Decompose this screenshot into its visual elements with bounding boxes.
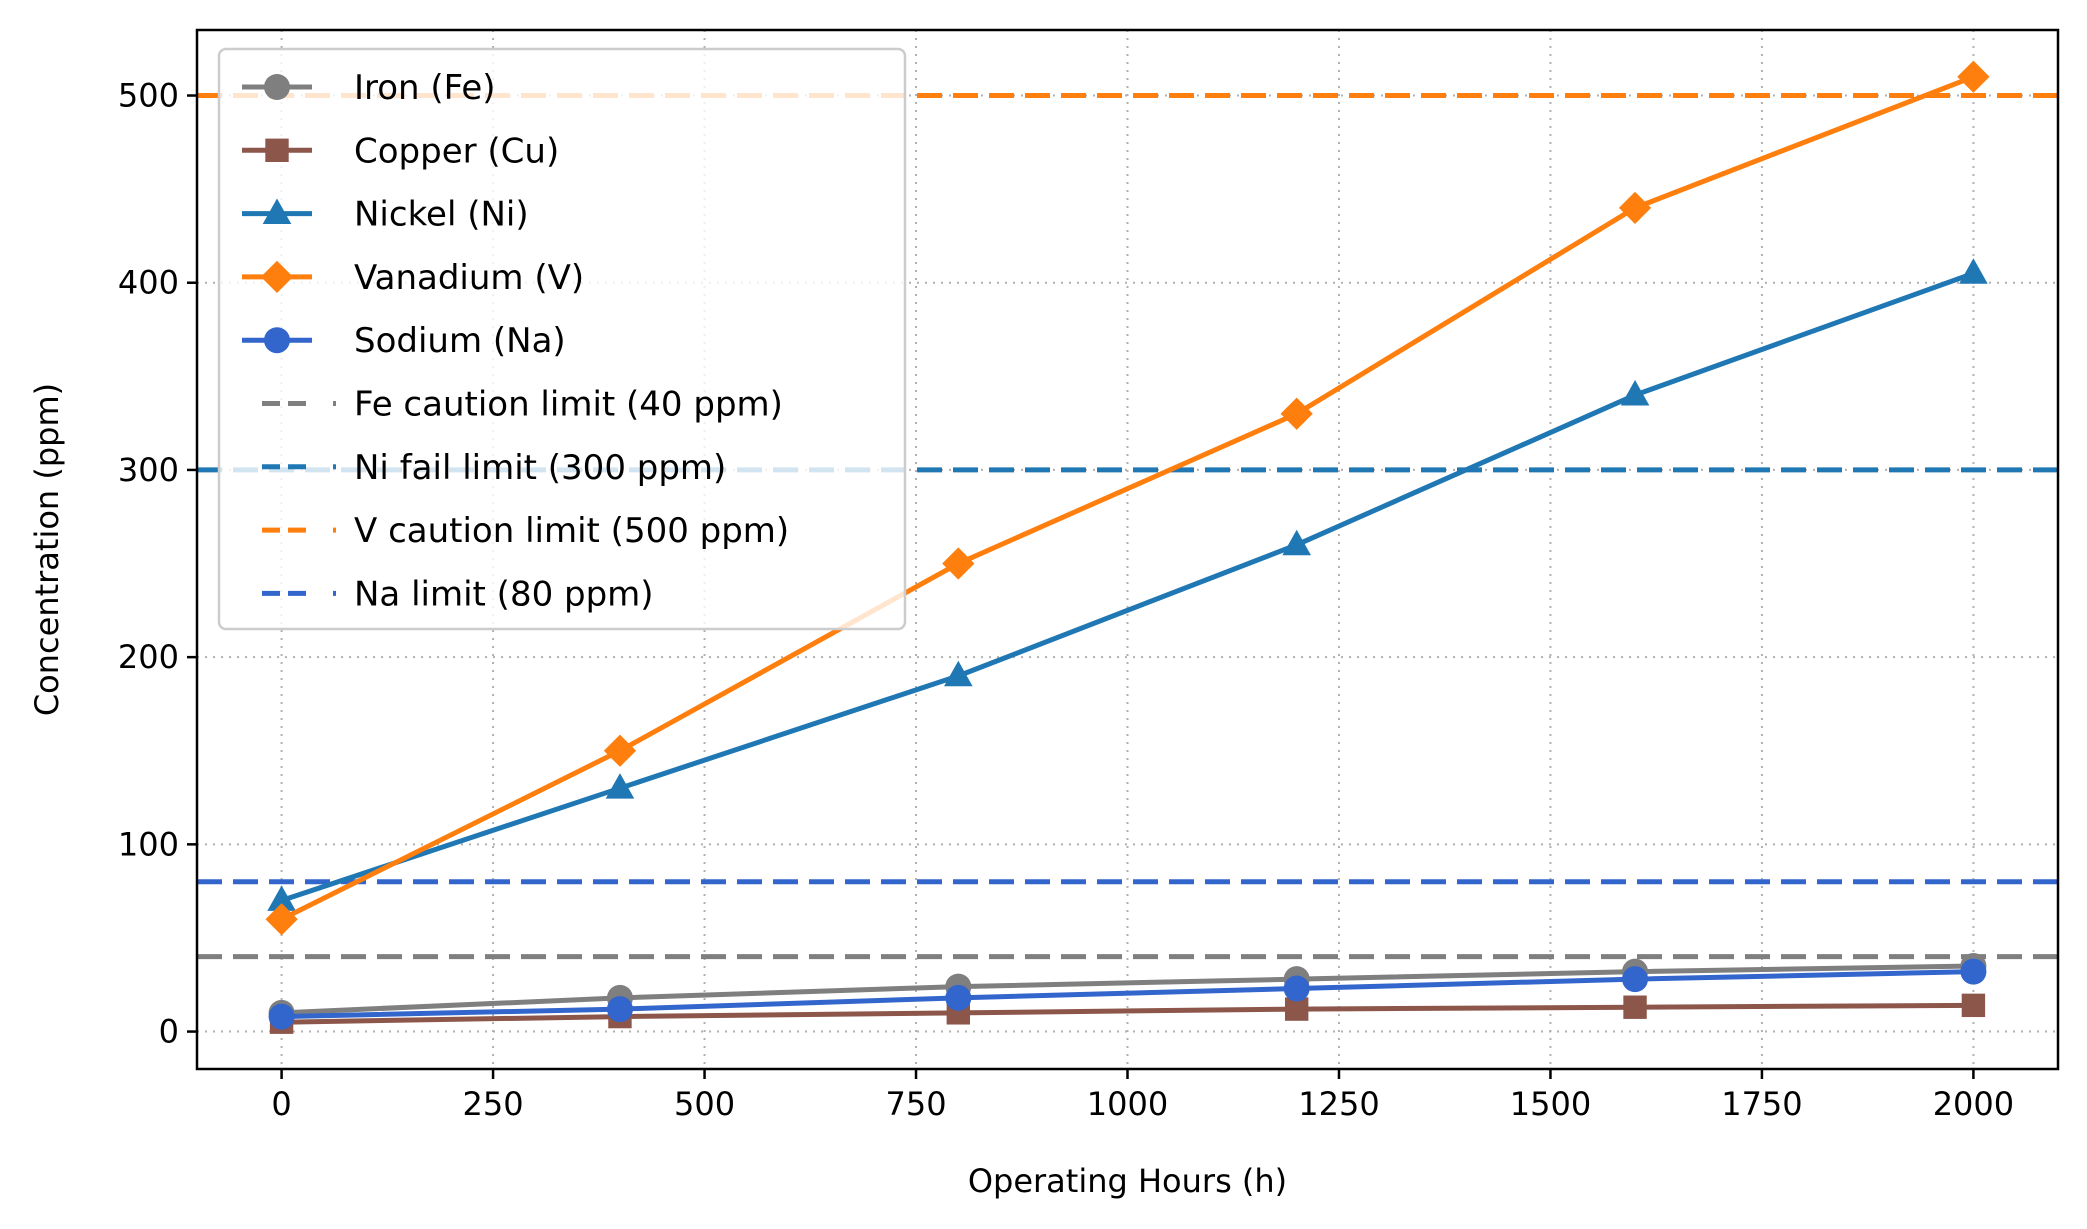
legend-label: Sodium (Na) <box>354 321 566 361</box>
legend-label: V caution limit (500 ppm) <box>354 511 789 551</box>
x-tick-label: 2000 <box>1933 1085 2014 1123</box>
legend-item: V caution limit (500 ppm) <box>262 511 789 551</box>
data-point <box>603 734 637 767</box>
series-sodium-na <box>268 958 1987 1030</box>
series-line <box>280 74 1975 922</box>
x-axis-label: Operating Hours (h) <box>968 1162 1287 1200</box>
series-line <box>281 1002 1974 1025</box>
data-point <box>264 327 290 354</box>
series-group <box>265 60 1990 1034</box>
y-tick-label: 400 <box>118 264 179 302</box>
data-point <box>1280 397 1313 430</box>
data-point <box>1957 60 1990 93</box>
data-point <box>945 984 972 1011</box>
y-axis: 0 100 200 300 400 500 <box>118 77 197 1051</box>
legend-label: Copper (Cu) <box>354 131 559 171</box>
y-tick-label: 100 <box>118 825 179 863</box>
data-point <box>260 260 294 294</box>
data-point <box>1960 958 1987 985</box>
y-axis-label: Concentration (ppm) <box>28 383 66 716</box>
legend-label: Vanadium (V) <box>354 258 584 298</box>
data-point <box>1620 379 1650 406</box>
legend-label: Ni fail limit (300 ppm) <box>354 448 726 488</box>
y-tick-label: 200 <box>118 638 179 676</box>
data-point <box>268 1003 295 1030</box>
legend-label: Na limit (80 ppm) <box>354 574 654 614</box>
x-tick-label: 750 <box>885 1085 946 1123</box>
data-point <box>262 198 292 224</box>
data-point <box>1618 191 1652 224</box>
x-tick-label: 1500 <box>1510 1085 1591 1123</box>
data-point <box>1622 966 1649 993</box>
legend-item: Copper (Cu) <box>242 131 559 171</box>
data-point <box>606 996 633 1023</box>
legend-item: Fe caution limit (40 ppm) <box>262 385 783 425</box>
data-point <box>267 885 296 911</box>
series-line <box>281 969 1974 1020</box>
x-tick-label: 1250 <box>1298 1085 1379 1123</box>
series-vanadium-v <box>265 60 1990 936</box>
legend-label: Fe caution limit (40 ppm) <box>354 385 783 425</box>
data-point <box>265 138 289 162</box>
data-point <box>1284 997 1309 1021</box>
legend-box <box>217 47 907 631</box>
y-tick-label: 0 <box>159 1013 179 1051</box>
data-point <box>1623 995 1647 1019</box>
legend-label: Nickel (Ni) <box>354 195 529 235</box>
legend-item: Nickel (Ni) <box>242 195 529 235</box>
legend-item: Na limit (80 ppm) <box>262 574 654 614</box>
legend: Iron (Fe) Copper (Cu) Nickel (Ni) Vanadium … <box>217 47 907 631</box>
x-axis: 0 250 500 750 1000 1250 1500 1750 2000 <box>271 1069 2014 1123</box>
series-nickel-ni <box>267 258 1988 911</box>
data-point <box>1282 529 1311 556</box>
x-tick-label: 1000 <box>1087 1085 1168 1123</box>
legend-item: Iron (Fe) <box>242 68 496 108</box>
data-point <box>1961 993 1986 1018</box>
data-point <box>605 773 635 799</box>
data-point <box>942 547 975 580</box>
data-point <box>264 74 290 100</box>
legend-label: Iron (Fe) <box>354 68 496 108</box>
legend-item: Vanadium (V) <box>242 258 584 298</box>
series-line <box>281 963 1974 1016</box>
x-tick-label: 1750 <box>1721 1085 1802 1123</box>
series-line <box>280 271 1975 903</box>
x-tick-label: 250 <box>463 1085 524 1123</box>
data-point <box>944 660 973 687</box>
legend-item: Sodium (Na) <box>242 321 566 361</box>
data-point <box>1283 975 1310 1002</box>
y-tick-label: 500 <box>118 77 179 115</box>
legend-item: Ni fail limit (300 ppm) <box>262 448 726 488</box>
x-tick-label: 0 <box>271 1085 291 1123</box>
y-tick-label: 300 <box>118 451 179 489</box>
data-point <box>265 903 298 936</box>
x-tick-label: 500 <box>674 1085 735 1123</box>
data-point <box>1959 258 1988 284</box>
